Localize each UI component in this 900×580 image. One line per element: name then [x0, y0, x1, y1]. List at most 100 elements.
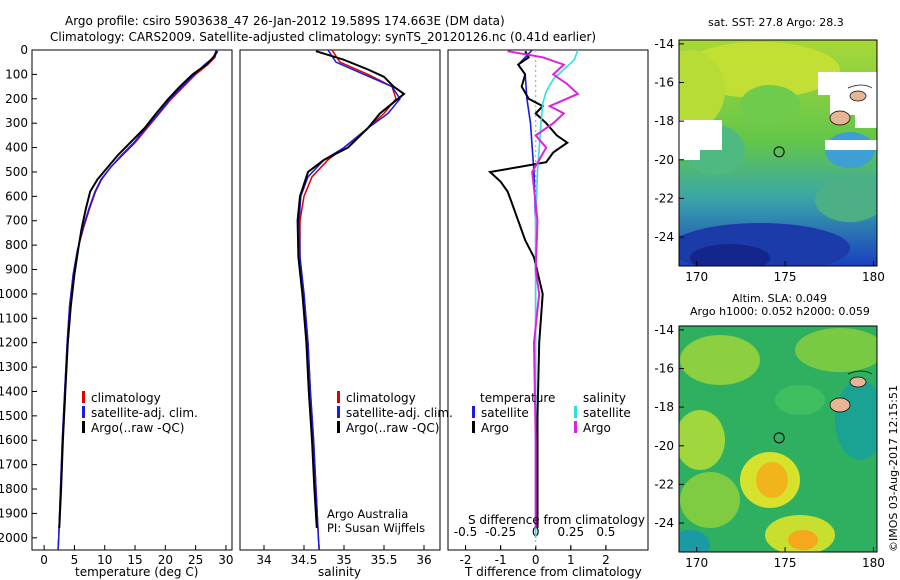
- sla-map-ytick-label: -22: [654, 477, 674, 491]
- sst-map-ytick-label: -24: [654, 230, 674, 244]
- difference-lines: [487, 49, 580, 538]
- difference-xtick-label: 1: [567, 553, 575, 567]
- pressure-tick-label: 1300: [0, 360, 28, 374]
- sla-map-ticks: 170 175 180 -14 -16 -18 -20 -22 -24: [654, 323, 885, 570]
- sla-map-xtick-label: 180: [862, 556, 885, 570]
- temperature-xtick-label: 15: [127, 553, 142, 567]
- sla-map-ytick-label: -16: [654, 361, 674, 375]
- pressure-ticks: 0 100 200 300 400 500 600 700 800 900 1000 1100 1200…: [0, 43, 37, 545]
- salinity-xtick-label: 35: [336, 553, 351, 567]
- difference-xlabel: T difference from climatology: [465, 565, 642, 579]
- pressure-tick-label: 0: [20, 43, 28, 57]
- temperature-xtick-label: 30: [218, 553, 233, 567]
- sst-map-ytick-label: -14: [654, 37, 674, 51]
- legend-label-satellite: satellite-adj. clim.: [346, 406, 453, 420]
- difference-x2tick-label: 0.5: [596, 525, 615, 539]
- salinity-xtick-label: 36: [416, 553, 431, 567]
- pressure-tick-label: 1400: [0, 384, 28, 398]
- difference-x2tick-label: 0.25: [557, 525, 584, 539]
- difference-xtick-label: 2: [602, 553, 610, 567]
- pressure-tick-label: 1600: [0, 433, 28, 447]
- difference-legend-temp-argo: Argo: [472, 421, 509, 435]
- temperature-xlabel: temperature (deg C): [75, 565, 199, 579]
- imos-timestamp: ©IMOS 03-Aug-2017 12:15:51: [887, 385, 900, 552]
- pressure-tick-label: 400: [5, 141, 28, 155]
- legend-label-argo: Argo(..raw -QC): [346, 421, 440, 435]
- sst-map-xtick-label: 170: [685, 270, 708, 284]
- pressure-tick-label: 900: [5, 263, 28, 277]
- sla-map-xtick-label: 170: [685, 556, 708, 570]
- credit-line2: PI: Susan Wijffels: [327, 521, 426, 535]
- pressure-tick-label: 700: [5, 214, 28, 228]
- sla-map-title-line2: Argo h1000: 0.052 h2000: 0.059: [690, 305, 870, 318]
- difference-series-salinity-argo: [507, 50, 580, 528]
- legend-marker-temp-satellite: [472, 406, 475, 418]
- legend-marker-satellite: [337, 406, 340, 418]
- salinity-ticks: 34 34.5 35 35.5 36: [256, 545, 432, 567]
- pressure-tick-label: 1800: [0, 482, 28, 496]
- temperature-xtick-label: 0: [40, 553, 48, 567]
- temperature-xtick-label: 5: [71, 553, 79, 567]
- legend-label-climatology: climatology: [91, 391, 161, 405]
- legend-label-temp-argo: Argo: [481, 421, 509, 435]
- sst-map-xtick-label: 180: [862, 270, 885, 284]
- difference-legend-sal-argo: Argo: [574, 421, 611, 435]
- difference-series-salinity-satellite: [534, 49, 579, 538]
- sla-map-title-line1: Altim. SLA: 0.049: [732, 292, 828, 305]
- credit-line1: Argo Australia: [327, 507, 409, 521]
- sst-map: 170 175 180 -14 -16 -18 -20 -22 -24: [654, 37, 885, 284]
- temperature-xtick-label: 10: [97, 553, 112, 567]
- sst-map-ytick-label: -16: [654, 75, 674, 89]
- sst-map-ytick-label: -22: [654, 191, 674, 205]
- sla-map-ytick-label: -14: [654, 323, 674, 337]
- difference-legend-sal-satellite: satellite: [574, 406, 631, 420]
- pressure-tick-label: 200: [5, 92, 28, 106]
- salinity-series-argo: [296, 50, 406, 529]
- legend-marker-argo: [337, 421, 340, 433]
- temperature-xtick-label: 20: [158, 553, 173, 567]
- sst-map-ytick-label: -20: [654, 153, 674, 167]
- difference-xtick-label: -1: [495, 553, 507, 567]
- sla-map-xtick-label: 175: [774, 556, 797, 570]
- difference-legend-temperature-header: temperature: [480, 391, 556, 405]
- sst-float-marker: [773, 146, 785, 158]
- legend-marker-sal-satellite: [574, 406, 577, 418]
- pressure-tick-label: 800: [5, 238, 28, 252]
- legend-marker-temp-argo: [472, 421, 475, 433]
- pressure-tick-label: 2000: [0, 531, 28, 545]
- sla-map-ytick-label: -24: [654, 516, 674, 530]
- temperature-legend: climatology satellite-adj. clim. Argo(..…: [82, 391, 198, 436]
- pressure-tick-label: 1000: [0, 287, 28, 301]
- sst-map-ticks: 170 175 180 -14 -16 -18 -20 -22 -24: [654, 37, 885, 284]
- difference-x2tick-label: -0.5: [454, 525, 477, 539]
- sla-map: 170 175 180 -14 -16 -18 -20 -22 -24: [654, 323, 885, 570]
- sla-map-ytick-label: -18: [654, 400, 674, 414]
- legend-label-temp-satellite: satellite: [481, 406, 529, 420]
- temperature-xtick-label: 25: [188, 553, 203, 567]
- difference-legend-temp-satellite: satellite: [472, 406, 529, 420]
- pressure-tick-label: 100: [5, 67, 28, 81]
- pressure-tick-label: 1900: [0, 506, 28, 520]
- pressure-tick-label: 1200: [0, 336, 28, 350]
- legend-marker-climatology: [337, 391, 340, 403]
- pressure-tick-label: 1500: [0, 409, 28, 423]
- pressure-tick-label: 1100: [0, 311, 28, 325]
- legend-marker-satellite: [82, 406, 85, 418]
- legend-label-climatology: climatology: [346, 391, 416, 405]
- salinity-series-satellite: [298, 49, 401, 551]
- legend-label-sal-argo: Argo: [583, 421, 611, 435]
- salinity-xtick-label: 34.5: [291, 553, 318, 567]
- difference-top-xlabel: S difference from climatology: [468, 513, 645, 527]
- sst-map-xtick-label: 175: [774, 270, 797, 284]
- difference-xtick-label: 0: [532, 553, 540, 567]
- legend-marker-climatology: [82, 391, 85, 403]
- pressure-tick-label: 1700: [0, 458, 28, 472]
- difference-xtick-label: -2: [460, 553, 472, 567]
- legend-label-sal-satellite: satellite: [583, 406, 631, 420]
- pressure-tick-label: 300: [5, 116, 28, 130]
- temperature-axes: 0 5 10 15 20 25 30 0 100 200 300 400 500 600 700 800 90…: [0, 43, 234, 567]
- salinity-xtick-label: 35.5: [371, 553, 398, 567]
- salinity-axes: 34 34.5 35 35.5 36: [239, 49, 441, 567]
